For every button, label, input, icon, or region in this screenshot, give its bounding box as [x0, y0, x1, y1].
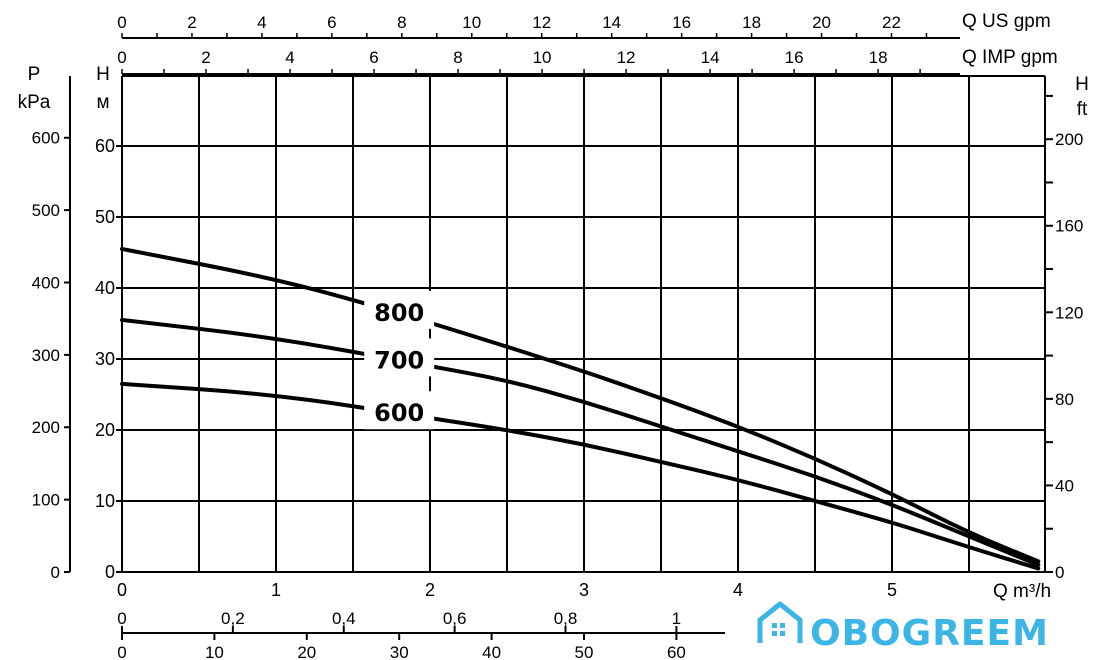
us-gpm-tick-label: 6 — [327, 13, 336, 32]
lps-tick-label: 0 — [117, 609, 126, 628]
us-gpm-tick-label: 10 — [462, 13, 481, 32]
curve-700 — [120, 317, 1041, 567]
kpa-tick-label: 500 — [32, 201, 60, 220]
x-axis-unit-label: Q m³/h — [993, 581, 1051, 602]
house-icon — [757, 601, 803, 643]
imp-gpm-tick-label: 8 — [453, 48, 462, 67]
x-tick-label: 3 — [579, 580, 589, 600]
chart-frame — [121, 75, 1046, 573]
x-tick-label: 2 — [425, 580, 435, 600]
right-h-unit: H — [1075, 74, 1089, 95]
imp-gpm-tick-label: 2 — [201, 48, 210, 67]
x-tick-label: 5 — [887, 580, 897, 600]
us-gpm-tick-label: 20 — [812, 13, 831, 32]
us-gpm-tick-label: 0 — [117, 13, 126, 32]
ft-tick-label: 80 — [1055, 390, 1074, 409]
imp-gpm-tick-label: 10 — [533, 48, 552, 67]
lpm-tick-label: 60 — [667, 643, 686, 660]
m-tick-label: 50 — [95, 207, 115, 227]
imp-gpm-tick-label: 16 — [785, 48, 804, 67]
curve-800 — [120, 246, 1041, 564]
ft-tick-label: 40 — [1055, 476, 1074, 495]
kpa-tick-label: 400 — [32, 273, 60, 292]
lps-tick-label: 0,2 — [221, 609, 245, 628]
curve-600 — [120, 381, 1041, 571]
lps-tick-label: 1 — [672, 609, 681, 628]
lpm-tick-label: 0 — [117, 643, 126, 660]
imp-gpm-tick-label: 14 — [701, 48, 720, 67]
imp-gpm-tick-label: 18 — [869, 48, 888, 67]
m-tick-label: 0 — [105, 562, 115, 582]
m-tick-label: 30 — [95, 349, 115, 369]
lps-tick-label: 0,8 — [554, 609, 578, 628]
m-tick-label: 60 — [95, 136, 115, 156]
lps-tick-label: 0,6 — [443, 609, 467, 628]
curve-label-800: 800 — [374, 299, 424, 327]
right-ft-unit: ft — [1077, 99, 1088, 120]
left-p-unit: P — [28, 64, 41, 85]
ft-tick-label: 200 — [1055, 130, 1083, 149]
imp-gpm-tick-label: 0 — [117, 48, 126, 67]
x-tick-label: 1 — [271, 580, 281, 600]
left-m-unit: м — [96, 92, 109, 113]
axes: 0100200300400500600010203040506004080120… — [32, 13, 1084, 660]
chart-grid — [122, 76, 1045, 572]
lpm-tick-label: 20 — [297, 643, 316, 660]
curves: 800 700 600 — [120, 246, 1041, 571]
lpm-tick-label: 50 — [575, 643, 594, 660]
imp-gpm-tick-label: 4 — [285, 48, 294, 67]
curve-label-bg — [364, 338, 435, 377]
x-tick-label: 0 — [117, 580, 127, 600]
us-gpm-tick-label: 14 — [602, 13, 621, 32]
m-tick-label: 20 — [95, 420, 115, 440]
us-gpm-tick-label: 2 — [187, 13, 196, 32]
logo-text: OBOGREEM — [810, 613, 1049, 654]
lpm-tick-label: 40 — [482, 643, 501, 660]
obogreem-logo: OBOGREEM — [757, 601, 1049, 654]
curve-label-bg — [364, 391, 435, 430]
top-us-gpm-label: Q US gpm — [962, 11, 1051, 32]
ft-tick-label: 160 — [1055, 217, 1083, 236]
us-gpm-tick-label: 22 — [882, 13, 901, 32]
left-h-unit: H — [96, 64, 110, 85]
imp-gpm-tick-label: 12 — [617, 48, 636, 67]
kpa-tick-label: 100 — [32, 491, 60, 510]
curve-label-600: 600 — [374, 399, 424, 427]
kpa-tick-label: 0 — [51, 563, 60, 582]
lpm-tick-label: 10 — [205, 643, 224, 660]
us-gpm-tick-label: 4 — [257, 13, 266, 32]
m-tick-label: 40 — [95, 278, 115, 298]
kpa-tick-label: 600 — [32, 129, 60, 148]
lpm-tick-label: 30 — [390, 643, 409, 660]
top-imp-gpm-label: Q IMP gpm — [962, 47, 1058, 68]
kpa-tick-label: 300 — [32, 346, 60, 365]
ft-tick-label: 0 — [1055, 563, 1064, 582]
curve-label-700: 700 — [374, 346, 424, 374]
us-gpm-tick-label: 16 — [672, 13, 691, 32]
m-tick-label: 10 — [95, 491, 115, 511]
us-gpm-tick-label: 8 — [397, 13, 406, 32]
imp-gpm-tick-label: 6 — [369, 48, 378, 67]
x-tick-label: 4 — [733, 580, 743, 600]
curve-label-bg — [364, 290, 435, 329]
us-gpm-tick-label: 12 — [532, 13, 551, 32]
ft-tick-label: 120 — [1055, 303, 1083, 322]
left-kpa-unit: kPa — [18, 92, 51, 113]
kpa-tick-label: 200 — [32, 418, 60, 437]
us-gpm-tick-label: 18 — [742, 13, 761, 32]
lps-tick-label: 0,4 — [332, 609, 356, 628]
